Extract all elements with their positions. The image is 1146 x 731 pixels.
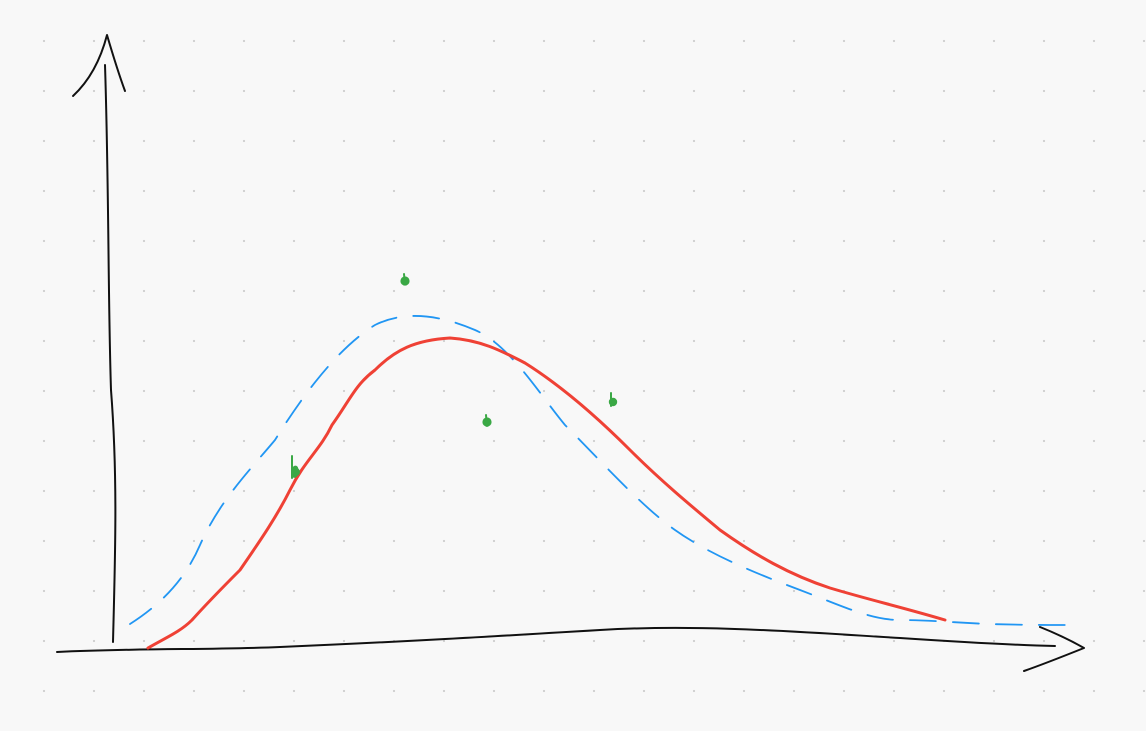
green-point — [403, 273, 406, 285]
y-axis-arrowhead — [72, 34, 126, 97]
x-axis — [56, 626, 1085, 672]
green-point — [485, 414, 488, 427]
y-axis — [72, 34, 126, 643]
x-axis-line — [56, 626, 1056, 653]
blue-dashed-curve — [129, 315, 1073, 626]
y-axis-line — [104, 64, 117, 643]
green-points — [291, 273, 618, 479]
x-axis-arrowhead — [1023, 626, 1085, 672]
red-curve — [146, 336, 947, 650]
green-point — [292, 468, 300, 476]
